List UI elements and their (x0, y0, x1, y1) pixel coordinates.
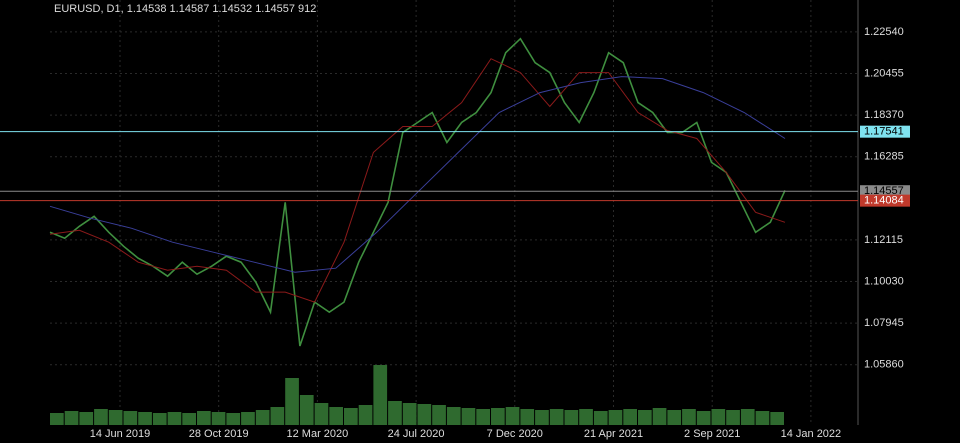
volume-bar (667, 410, 682, 425)
volume-bar (682, 409, 696, 425)
x-tick-label: 24 Jul 2020 (388, 428, 445, 440)
volume-bar (241, 412, 255, 425)
level-box (860, 194, 910, 207)
level-label: 1.14557 (864, 185, 904, 197)
volume-bar (138, 412, 152, 425)
volume-bar (167, 412, 182, 425)
volume-bar (608, 410, 623, 425)
volume-bar (152, 413, 167, 425)
y-tick-label: 1.16285 (864, 151, 904, 163)
volume-bar (535, 410, 549, 425)
volume-bar (564, 410, 579, 425)
volume-bar (593, 411, 608, 425)
volume-bar (344, 408, 358, 425)
volume-bar (476, 409, 490, 425)
level-box (860, 185, 910, 198)
y-tick-label: 1.12115 (864, 234, 903, 246)
x-tick-label: 14 Jan 2022 (781, 428, 842, 440)
volume-bar (740, 409, 755, 425)
x-tick-label: 21 Apr 2021 (584, 428, 643, 440)
volume-bar (505, 407, 520, 425)
volume-bar (711, 409, 726, 425)
price-line (49, 58, 786, 303)
volume-bar (299, 395, 314, 425)
volume-bar (211, 412, 226, 425)
price-line (49, 37, 786, 347)
x-tick-label: 14 Jun 2019 (90, 428, 151, 440)
volume-bar (94, 409, 108, 425)
volume-bar (696, 411, 711, 425)
volume-bar (417, 404, 432, 425)
volume-bar (79, 412, 94, 425)
volume-bar (623, 409, 637, 425)
volume-bar (64, 411, 79, 425)
volume-bar (329, 407, 343, 425)
level-box (860, 125, 910, 138)
volume-bar (270, 407, 285, 425)
volume-bar (314, 403, 329, 425)
volume-bar (285, 378, 299, 425)
volume-bar (226, 413, 241, 425)
y-tick-label: 1.10030 (864, 275, 904, 287)
volume-bar (461, 408, 476, 425)
volume-bar (373, 365, 388, 425)
volume-bar (402, 403, 417, 425)
volume-bar (520, 409, 535, 425)
volume-bar (123, 411, 138, 425)
volume-bar (652, 408, 667, 425)
volume-bar (726, 410, 740, 425)
volume-bar (579, 409, 593, 425)
level-label: 1.17541 (864, 126, 904, 138)
volume-bar (446, 407, 461, 425)
y-tick-label: 1.18370 (864, 109, 904, 121)
y-tick-label: 1.07945 (864, 317, 904, 329)
volume-bar (755, 411, 770, 425)
y-tick-label: 1.22540 (864, 26, 904, 38)
level-label: 1.14084 (864, 195, 904, 207)
volume-bar (638, 410, 652, 425)
x-tick-label: 28 Oct 2019 (189, 428, 249, 440)
volume-bar (255, 410, 270, 425)
volume-bar (388, 401, 402, 425)
volume-bar (549, 409, 564, 425)
y-tick-label: 1.20455 (864, 67, 904, 79)
x-tick-label: 12 Mar 2020 (287, 428, 349, 440)
y-tick-label: 1.05860 (864, 359, 904, 371)
volume-bar (182, 413, 196, 425)
price-line (49, 76, 786, 273)
volume-bar (50, 413, 64, 425)
volume-bar (197, 411, 211, 425)
volume-bar (491, 408, 505, 425)
x-tick-label: 2 Sep 2021 (684, 428, 740, 440)
volume-bar (108, 410, 123, 425)
volume-bar (770, 412, 784, 425)
volume-bar (358, 405, 373, 425)
volume-bar (432, 405, 446, 425)
x-tick-label: 7 Dec 2020 (487, 428, 543, 440)
chart-title: EURUSD, D1, 1.14538 1.14587 1.14532 1.14… (54, 3, 316, 15)
